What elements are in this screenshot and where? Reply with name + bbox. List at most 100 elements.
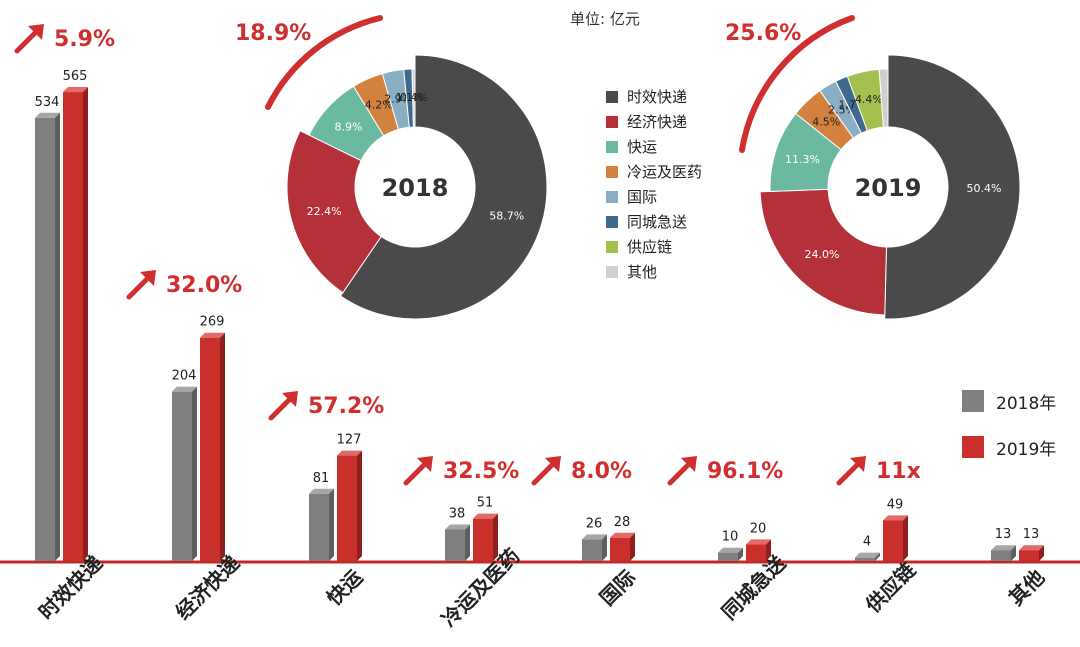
legend-swatch — [606, 265, 618, 278]
bar-top — [473, 513, 498, 519]
growth-label: 57.2% — [308, 394, 384, 419]
bar-top — [200, 332, 225, 338]
growth-indicator: 57.2% — [268, 391, 384, 421]
growth-label: 11x — [876, 459, 921, 484]
donut-slice — [286, 130, 382, 294]
growth-arrow-icon — [126, 273, 153, 300]
bar-top — [582, 534, 607, 540]
legend-label: 经济快递 — [627, 113, 688, 131]
donut-value-label: 8.9% — [335, 120, 363, 133]
donut-slice — [878, 68, 889, 128]
donut-arc-label: 25.6% — [725, 21, 801, 46]
bar-value-label: 10 — [722, 530, 739, 545]
legend-swatch — [606, 240, 618, 253]
growth-indicator: 96.1% — [667, 456, 783, 486]
growth-arrow-icon — [836, 459, 863, 486]
legend-swatch — [606, 115, 618, 128]
bar-2019 — [473, 518, 493, 561]
legend-swatch — [606, 90, 618, 103]
donut-legend-item: 国际 — [606, 184, 702, 209]
bar-top — [63, 87, 88, 93]
bar-value-label: 13 — [995, 527, 1012, 542]
growth-label: 96.1% — [707, 459, 783, 484]
donut-value-label: 58.7% — [489, 209, 524, 222]
bar-legend: 2018年 2019年 — [962, 378, 1056, 470]
growth-label: 8.0% — [571, 459, 632, 484]
category-label: 供应链 — [860, 557, 921, 618]
growth-label: 32.5% — [443, 459, 519, 484]
growth-arrow-head — [850, 456, 866, 472]
donut-highlight-arc — [265, 15, 383, 110]
bar-value-label: 534 — [35, 95, 60, 110]
donut-value-label: 50.4% — [967, 182, 1002, 195]
donut-legend-item: 时效快递 — [606, 84, 702, 109]
bar-value-label: 269 — [200, 315, 225, 330]
growth-label: 32.0% — [166, 273, 242, 298]
growth-indicator: 11x — [836, 456, 921, 486]
bar-top — [445, 524, 470, 530]
donut-legend: 时效快递 经济快递 快运 冷运及医药 国际 同城急送 供应链 其他 — [606, 84, 702, 284]
donut-value-label: 1.1% — [396, 91, 424, 104]
growth-arrow-head — [545, 456, 561, 472]
bar-value-label: 38 — [449, 506, 466, 521]
bar-side — [55, 112, 60, 561]
donut-value-label: 4.2% — [365, 99, 393, 112]
donut-hole — [830, 129, 946, 245]
bar-2019 — [63, 92, 83, 562]
category-label: 国际 — [595, 565, 640, 610]
donut-value-label: 0.4% — [400, 91, 428, 104]
bar-side — [1011, 545, 1016, 561]
growth-indicator: 32.5% — [403, 456, 519, 486]
bar-top — [883, 515, 908, 521]
donut-legend-item: 供应链 — [606, 234, 702, 259]
bar-value-label: 127 — [337, 433, 362, 448]
donut-center-label: 2019 — [855, 174, 922, 202]
bar-2018 — [855, 557, 875, 561]
legend-label: 快运 — [627, 138, 658, 156]
bar-value-label: 81 — [313, 471, 330, 486]
bar-2019 — [200, 337, 220, 561]
donut-value-label: 22.4% — [307, 205, 342, 218]
legend-swatch — [606, 190, 618, 203]
bar-value-label: 4 — [863, 535, 871, 550]
bar-side — [83, 87, 88, 562]
bar-2018 — [309, 493, 329, 561]
donut-arc-label: 18.9% — [235, 21, 311, 46]
growth-label: 5.9% — [54, 27, 115, 52]
growth-arrow-icon — [268, 394, 295, 421]
bar-2018 — [172, 391, 192, 561]
bar-2019 — [1019, 550, 1039, 561]
bar-top — [718, 547, 743, 553]
bar-top — [746, 539, 771, 545]
bar-top — [991, 545, 1016, 551]
bar-side — [493, 513, 498, 561]
donut-value-label: 4.5% — [812, 116, 840, 129]
legend-swatch — [962, 390, 984, 412]
growth-arrow-head — [140, 270, 156, 286]
bar-2019 — [883, 520, 903, 561]
bar-group: 81 127 快运 — [309, 433, 367, 610]
bar-side — [875, 552, 880, 561]
bar-side — [1039, 545, 1044, 561]
growth-arrow-icon — [14, 27, 41, 54]
donut-highlight-arc — [739, 15, 855, 153]
donut-chart: 50.4%24.0%11.3%4.5%2.5%1.7%4.4%2019 — [739, 15, 1021, 320]
bar-value-label: 13 — [1023, 527, 1040, 542]
bar-2018 — [582, 539, 602, 561]
bar-side — [329, 488, 334, 561]
bar-side — [630, 532, 635, 561]
growth-arrow-icon — [667, 459, 694, 486]
legend-label: 冷运及医药 — [627, 163, 703, 181]
donut-slice — [884, 54, 1021, 320]
bar-top — [337, 450, 362, 456]
growth-arrow-icon — [531, 459, 558, 486]
bar-2019 — [337, 455, 357, 561]
legend-label: 同城急送 — [627, 213, 688, 231]
category-label: 快运 — [322, 565, 367, 610]
legend-label: 国际 — [627, 188, 658, 206]
bar-2018 — [35, 117, 55, 561]
donut-slice — [411, 68, 416, 128]
